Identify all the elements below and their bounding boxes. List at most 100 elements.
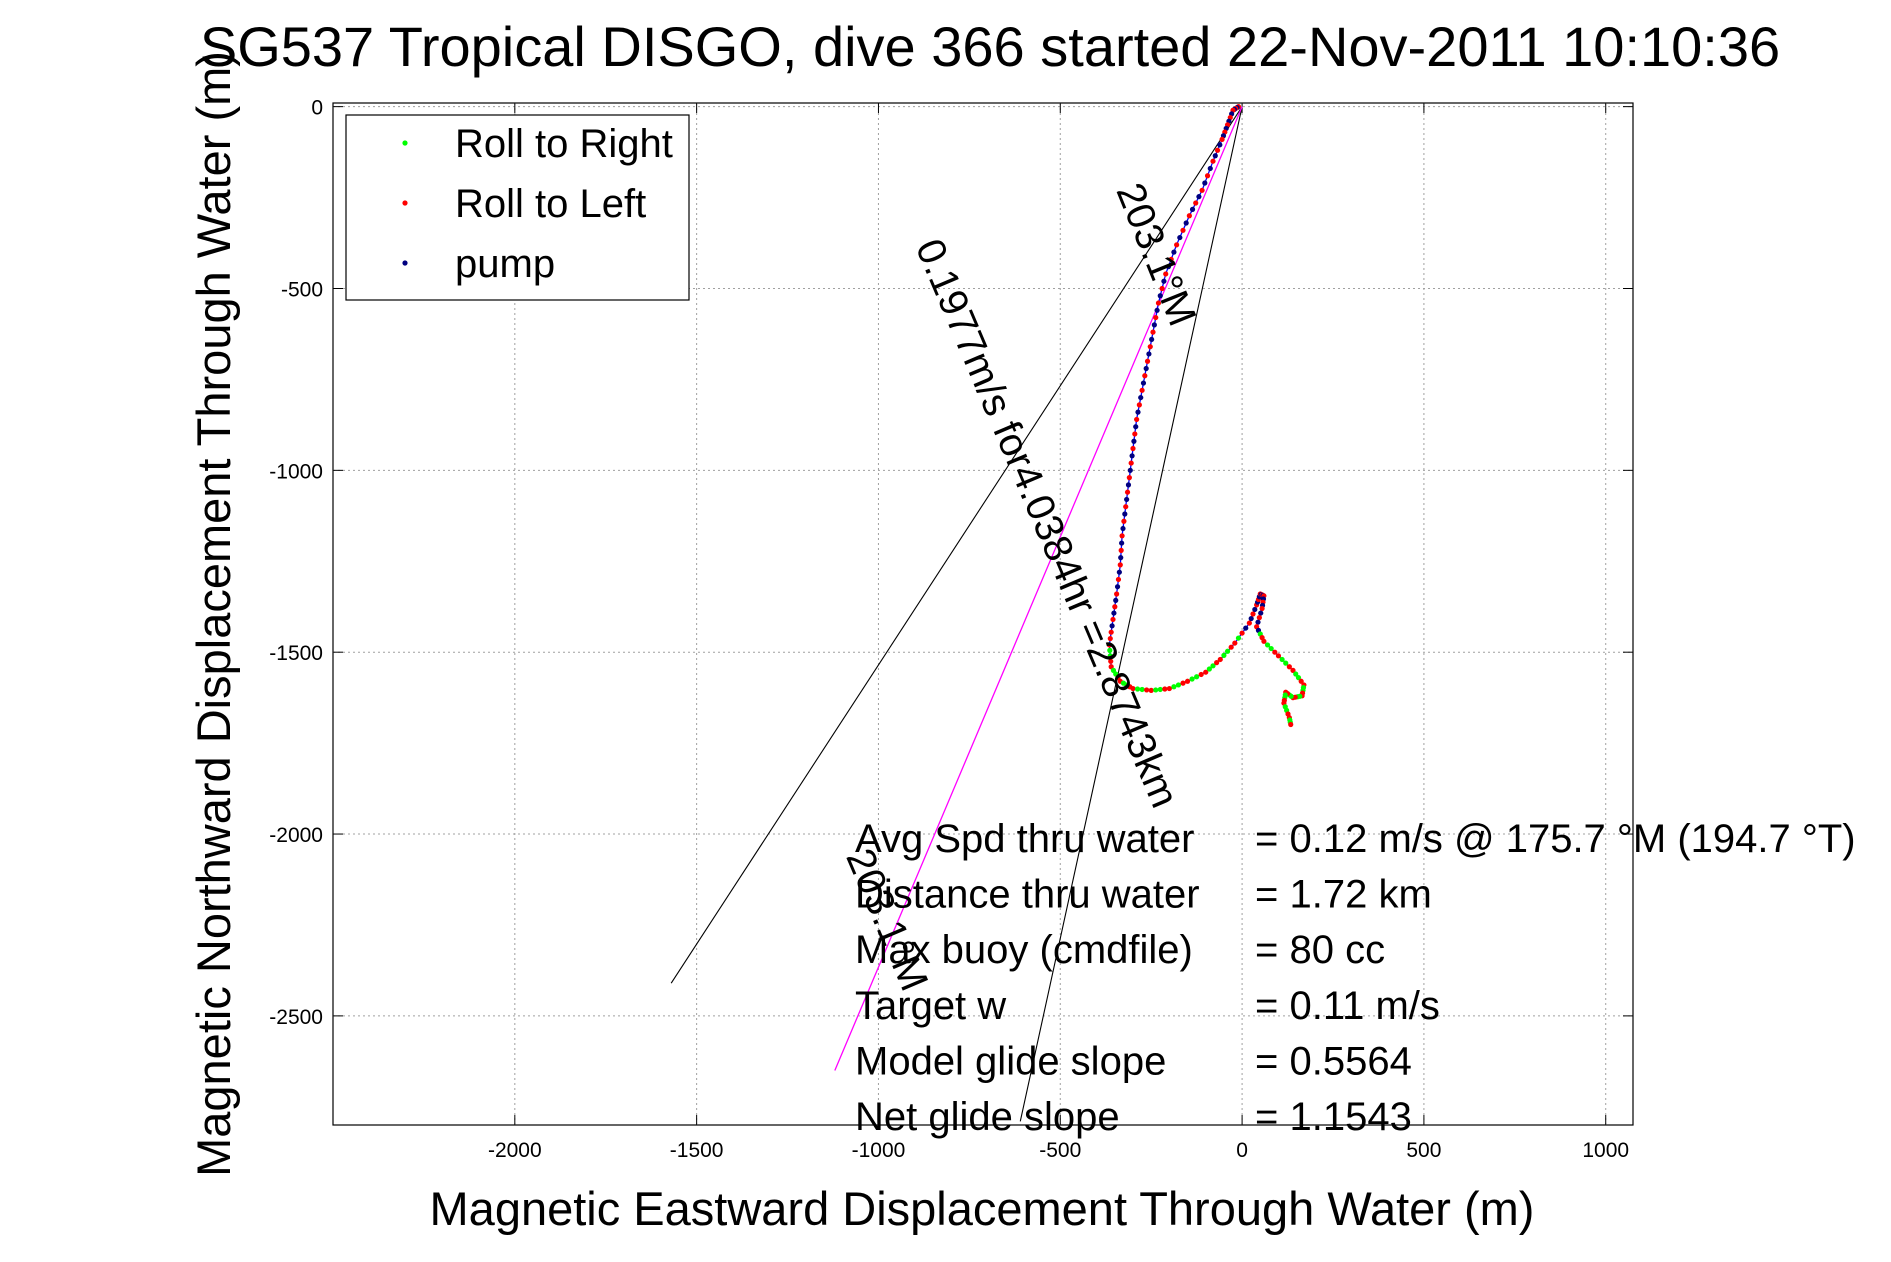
track-point bbox=[1142, 373, 1148, 379]
track-point bbox=[1133, 424, 1139, 430]
track-point bbox=[1219, 136, 1225, 142]
track-point bbox=[1159, 285, 1165, 292]
track-point bbox=[1275, 653, 1282, 659]
track-point bbox=[1113, 597, 1119, 603]
track-point bbox=[1293, 671, 1299, 677]
track-point bbox=[1264, 642, 1271, 648]
stat-label: Distance thru water bbox=[855, 873, 1200, 917]
track-point bbox=[1279, 656, 1285, 663]
track-point bbox=[1109, 623, 1115, 629]
track-point bbox=[1210, 158, 1216, 164]
track-point bbox=[1132, 431, 1138, 437]
track-point bbox=[1123, 504, 1129, 510]
glider-track bbox=[1106, 104, 1307, 728]
y-tick-label: -2500 bbox=[269, 1006, 323, 1029]
legend-marker bbox=[402, 200, 408, 206]
track-point bbox=[1239, 630, 1245, 636]
stat-value: = 0.5564 bbox=[1255, 1039, 1412, 1083]
legend-label: pump bbox=[455, 242, 555, 286]
track-point bbox=[1125, 482, 1132, 488]
track-point bbox=[1214, 147, 1221, 153]
track-point bbox=[1126, 475, 1132, 481]
track-point bbox=[1157, 293, 1163, 299]
track-point bbox=[1180, 680, 1186, 686]
track-point bbox=[1139, 686, 1145, 693]
axis-ticks: -2000 -1500 -1000 -500 0 500 1000 0 -500 -1000 -15… bbox=[269, 97, 1633, 1162]
track-point bbox=[1214, 660, 1220, 666]
track-point bbox=[1224, 648, 1231, 654]
track-point bbox=[1122, 511, 1128, 517]
heading-line bbox=[670, 106, 1243, 984]
track-point bbox=[1112, 604, 1118, 610]
track-point bbox=[1120, 525, 1126, 532]
track-point bbox=[1286, 664, 1292, 670]
track-point bbox=[1115, 576, 1122, 583]
track-point bbox=[1134, 416, 1140, 423]
track-point bbox=[1157, 686, 1163, 693]
x-axis-label: Magnetic Eastward Displacement Through W… bbox=[430, 1182, 1535, 1235]
track-point bbox=[1135, 409, 1141, 415]
track-point bbox=[1119, 533, 1125, 539]
dive-statistics: Avg Spd thru water = 0.12 m/s @ 175.7 °M … bbox=[855, 817, 1856, 1139]
course-annotation: 0.1977m/s for4.0384hr =2.8743km bbox=[907, 233, 1187, 814]
track-point bbox=[1143, 365, 1149, 372]
track-point bbox=[1202, 180, 1208, 186]
plot-area-frame bbox=[332, 102, 1634, 1126]
course-line bbox=[834, 106, 1243, 1071]
track-point bbox=[1153, 687, 1159, 693]
track-point bbox=[1124, 496, 1130, 503]
track-point bbox=[1189, 206, 1196, 212]
track-point bbox=[1217, 656, 1223, 663]
track-point bbox=[1252, 606, 1258, 613]
heading-line bbox=[1019, 106, 1243, 1122]
track-point bbox=[1221, 652, 1227, 658]
legend-label: Roll to Left bbox=[455, 182, 646, 226]
y-tick-label: -2000 bbox=[269, 824, 323, 847]
stat-label: Max buoy (cmdfile) bbox=[855, 928, 1193, 972]
track-point bbox=[1162, 686, 1168, 692]
track-point bbox=[1130, 445, 1136, 452]
track-point bbox=[1149, 336, 1155, 343]
track-point bbox=[1147, 344, 1153, 350]
track-point bbox=[1121, 518, 1127, 524]
stat-label: Net glide slope bbox=[855, 1095, 1120, 1139]
track-point bbox=[1130, 685, 1136, 692]
stat-value: = 0.12 m/s @ 175.7 °M (194.7 °T) bbox=[1255, 817, 1856, 861]
grid bbox=[333, 103, 1633, 1125]
track-point bbox=[1140, 380, 1147, 386]
track-point bbox=[1250, 611, 1256, 617]
track-point bbox=[1295, 675, 1302, 681]
track-point bbox=[1171, 249, 1177, 255]
track-point bbox=[1175, 682, 1182, 688]
track-point bbox=[1212, 153, 1218, 159]
track-point bbox=[1131, 438, 1137, 444]
track-point bbox=[1186, 213, 1192, 219]
track-point bbox=[1107, 647, 1113, 653]
track-point bbox=[1118, 547, 1124, 553]
track-point bbox=[1127, 467, 1133, 473]
track-point bbox=[1128, 460, 1134, 466]
track-point bbox=[1184, 678, 1191, 684]
y-tick-label: -1500 bbox=[269, 642, 323, 665]
track-point bbox=[1268, 645, 1274, 652]
track-point bbox=[1255, 619, 1261, 625]
chart-title: SG537 Tropical DISGO, dive 366 started 2… bbox=[200, 15, 1780, 78]
legend-marker bbox=[402, 140, 408, 146]
track-point bbox=[1136, 402, 1142, 408]
track-point bbox=[1174, 242, 1180, 248]
course-annotation: 203.1°M bbox=[1108, 177, 1205, 332]
y-tick-label: 0 bbox=[311, 97, 323, 120]
track-point bbox=[1248, 615, 1254, 622]
track-point bbox=[1144, 687, 1150, 693]
heading-lines bbox=[670, 106, 1243, 1122]
stat-value: = 80 cc bbox=[1255, 928, 1385, 972]
track-point bbox=[1134, 686, 1141, 692]
x-tick-label: -1000 bbox=[852, 1139, 906, 1162]
track-point bbox=[1203, 669, 1209, 675]
stat-label: Avg Spd thru water bbox=[855, 817, 1194, 861]
x-tick-label: 500 bbox=[1406, 1139, 1441, 1162]
track-point bbox=[1161, 278, 1167, 284]
track-point bbox=[1108, 658, 1114, 664]
track-point bbox=[1118, 555, 1124, 561]
track-point bbox=[1110, 616, 1116, 623]
